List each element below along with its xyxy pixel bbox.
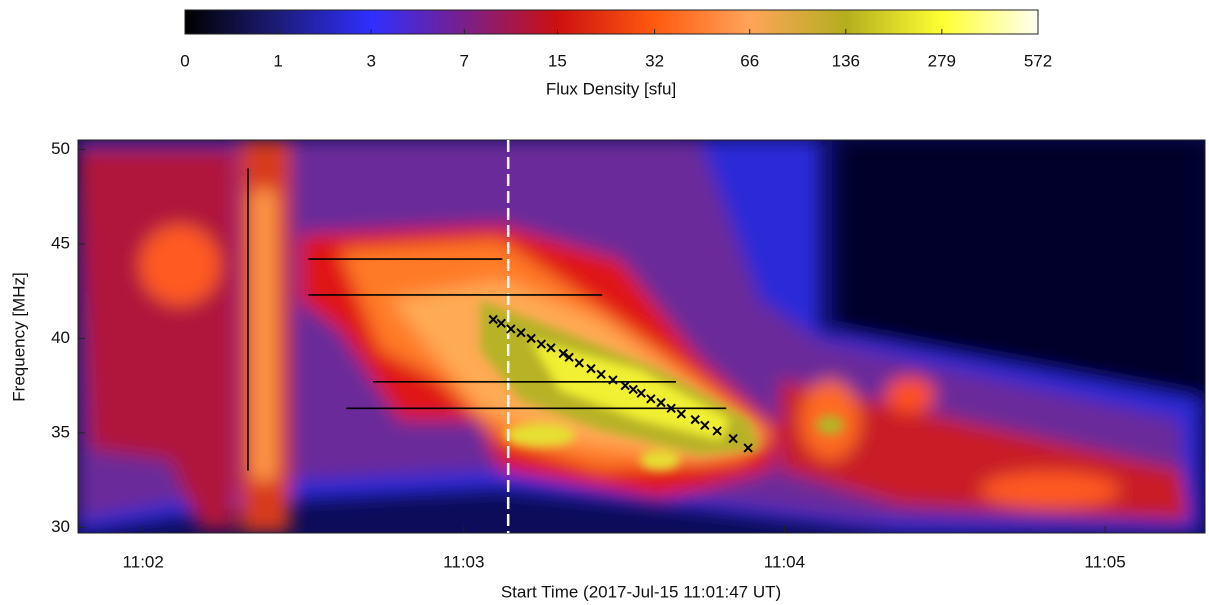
cross-marker xyxy=(690,414,700,425)
cross-marker xyxy=(596,369,606,379)
y-tick-label: 30 xyxy=(51,517,70,536)
cross-marker xyxy=(488,314,498,325)
y-tick-label: 50 xyxy=(51,139,70,158)
y-tick-label: 35 xyxy=(51,422,70,441)
colorbar-label: Flux Density [sfu] xyxy=(546,79,676,98)
x-tick-label: 11:02 xyxy=(123,552,164,571)
colorbar xyxy=(184,9,1039,35)
y-tick-label: 45 xyxy=(51,233,70,252)
cross-marker xyxy=(646,394,656,404)
colorbar-tick-label: 3 xyxy=(366,51,375,70)
cross-marker xyxy=(558,348,568,359)
cross-marker xyxy=(728,433,738,444)
colorbar-tick-label: 7 xyxy=(460,51,469,70)
cross-marker xyxy=(546,343,556,353)
cross-marker xyxy=(620,380,630,391)
cross-marker xyxy=(574,358,584,368)
cross-marker xyxy=(743,443,753,453)
cross-marker xyxy=(496,318,506,328)
cross-marker xyxy=(628,384,638,395)
cross-marker xyxy=(506,324,516,334)
x-tick-label: 11:04 xyxy=(764,552,805,571)
x-tick-label: 11:05 xyxy=(1084,552,1125,571)
cross-marker xyxy=(516,328,526,338)
plot-frame xyxy=(77,139,1206,534)
cross-marker xyxy=(656,397,666,408)
cross-marker xyxy=(608,375,618,385)
cross-marker xyxy=(636,388,646,398)
cross-marker xyxy=(676,409,687,419)
y-axis-label: Frequency [MHz] xyxy=(9,272,28,401)
cross-marker xyxy=(564,352,574,362)
colorbar-tick-label: 1 xyxy=(273,51,282,70)
x-axis-label: Start Time (2017-Jul-15 11:01:47 UT) xyxy=(501,582,781,601)
cross-marker xyxy=(700,420,710,431)
y-tick-label: 40 xyxy=(51,328,70,347)
colorbar-tick-label: 572 xyxy=(1024,51,1052,70)
colorbar-tick-label: 66 xyxy=(740,51,759,70)
colorbar-tick-label: 15 xyxy=(548,51,567,70)
colorbar-tick-label: 136 xyxy=(832,51,860,70)
cross-marker xyxy=(526,333,536,344)
cross-marker xyxy=(536,339,547,349)
cross-marker xyxy=(586,363,596,374)
cross-marker xyxy=(666,403,676,414)
colorbar-tick-label: 0 xyxy=(180,51,189,70)
x-tick-label: 11:03 xyxy=(443,552,484,571)
colorbar-tick-label: 32 xyxy=(645,51,664,70)
colorbar-tick-label: 279 xyxy=(928,51,956,70)
cross-marker xyxy=(712,426,722,436)
